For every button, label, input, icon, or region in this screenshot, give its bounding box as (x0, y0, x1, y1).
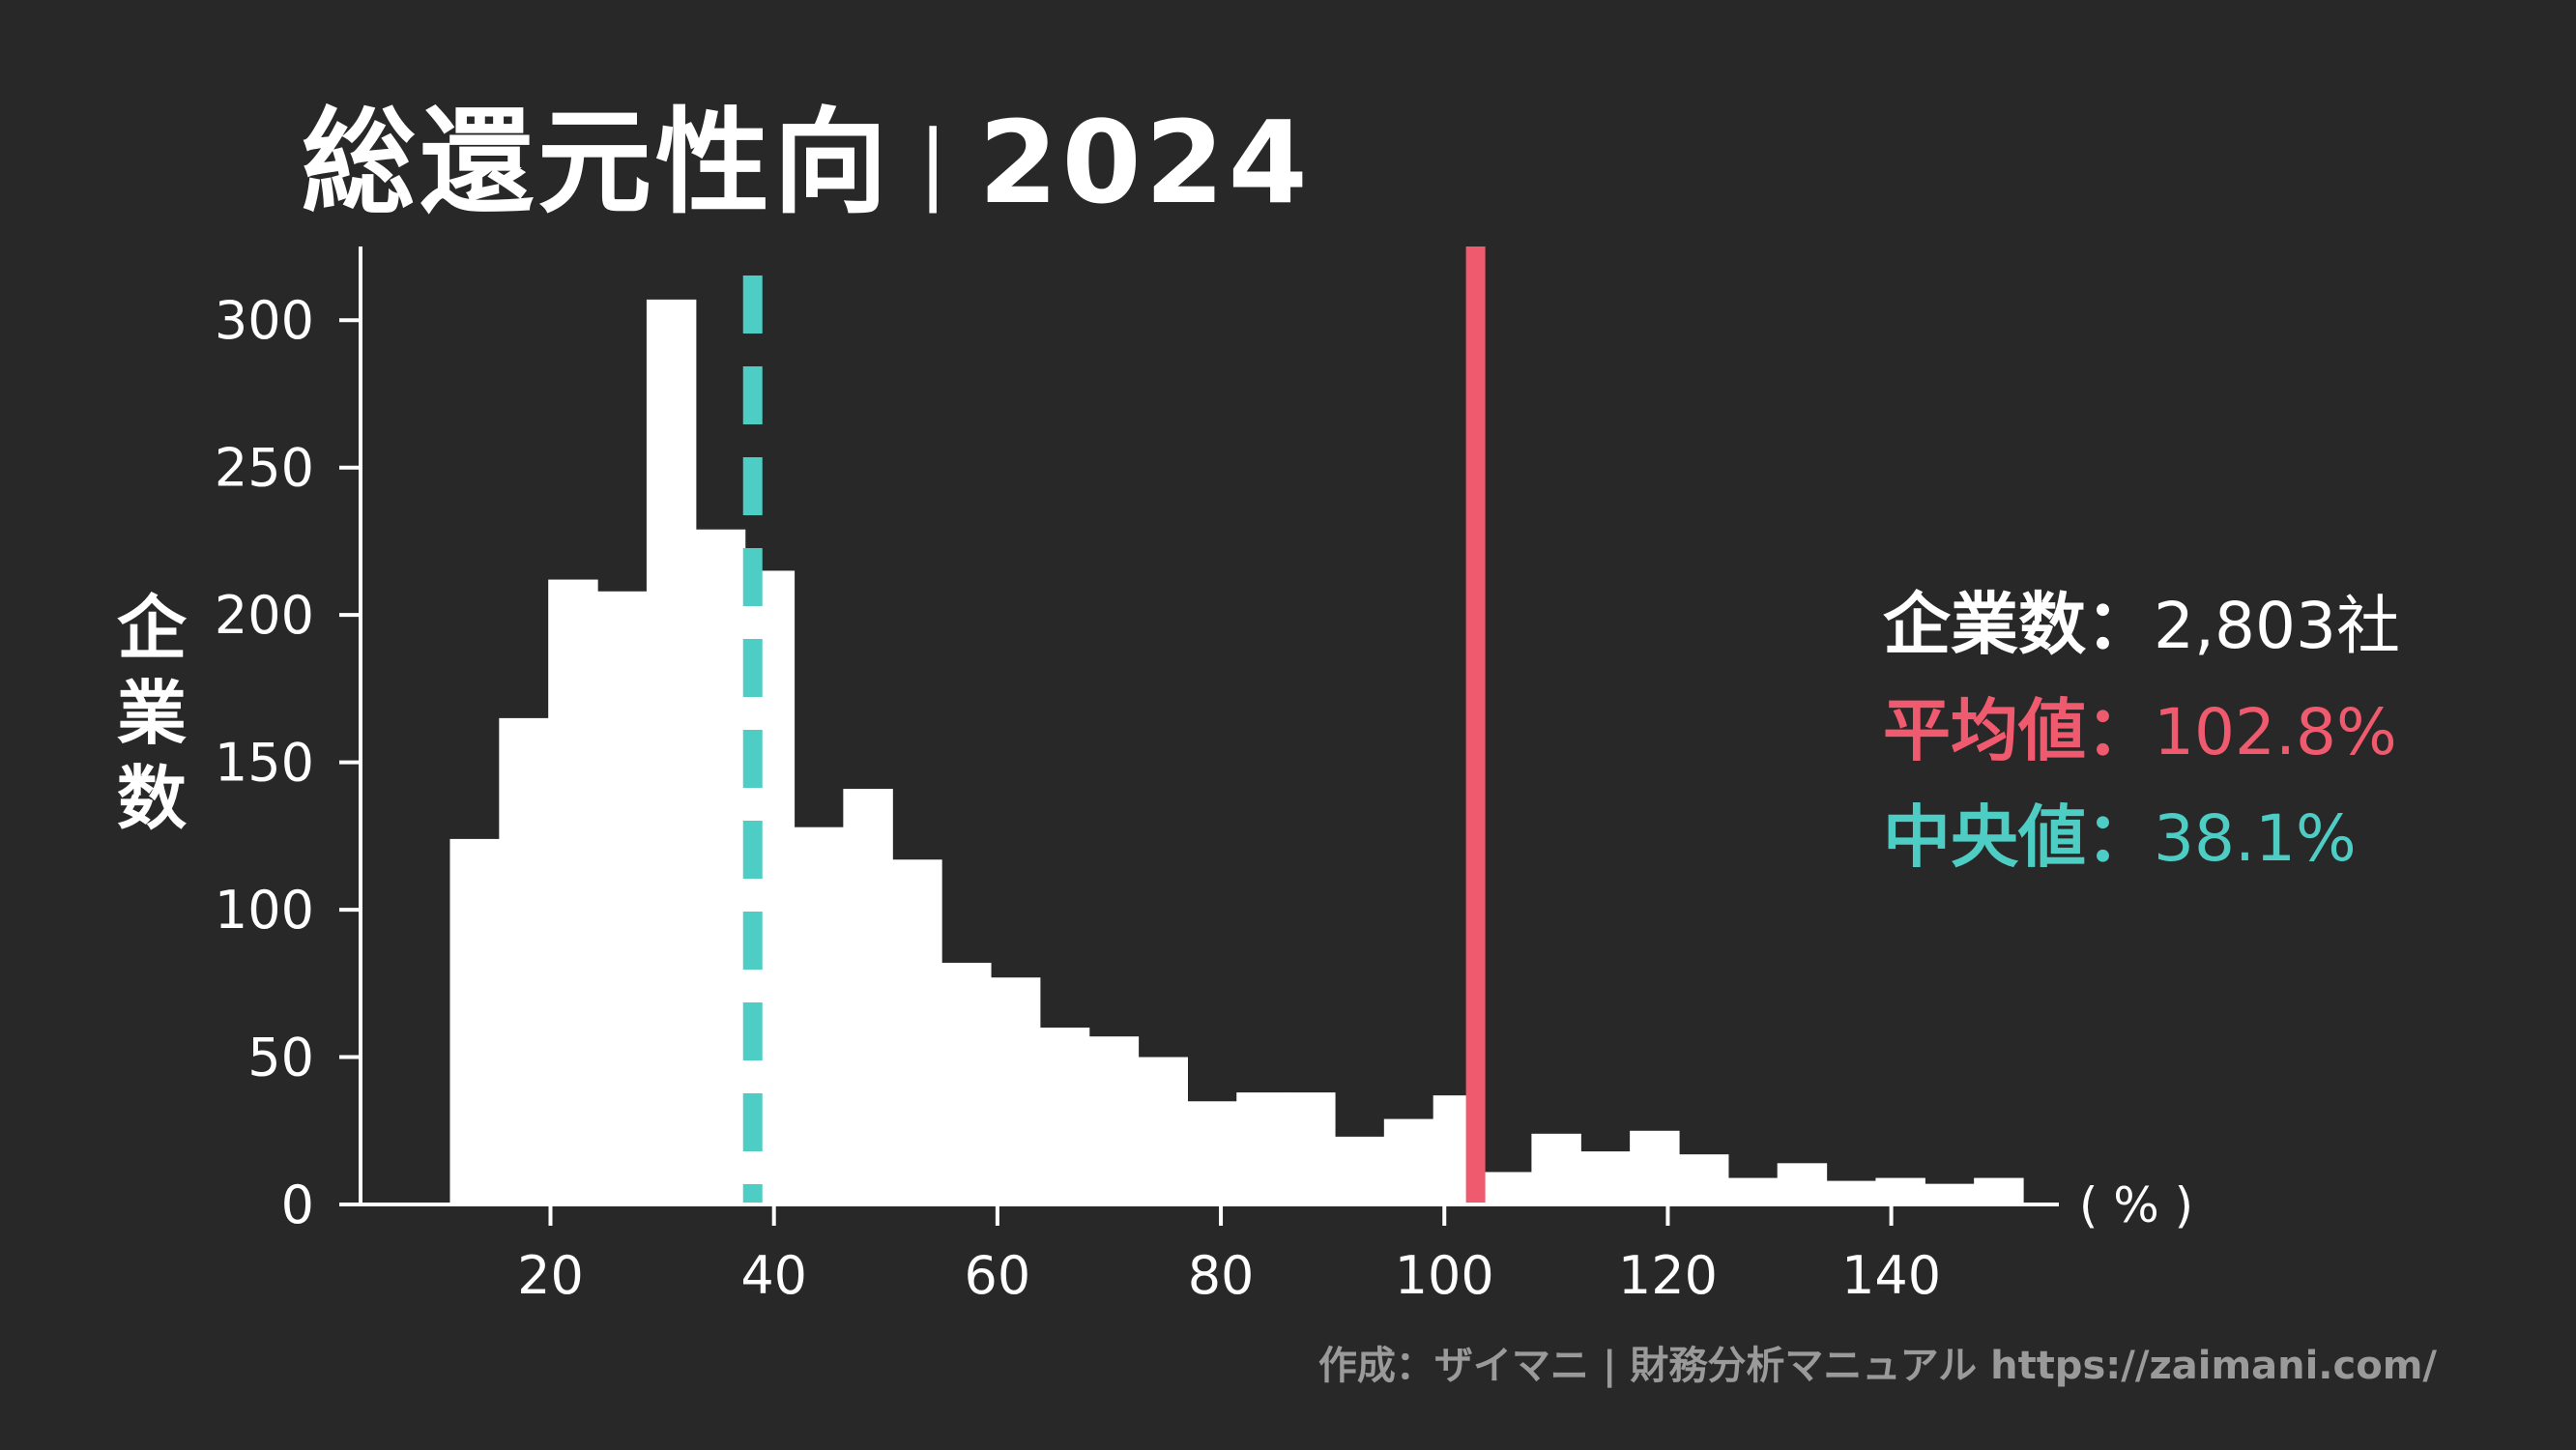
histogram-bar (597, 591, 648, 1204)
credit-text: 作成：ザイマニ | 財務分析マニュアル https://zaimani.com/ (1317, 1344, 2437, 1388)
count-value: 2,803社 (2154, 589, 2400, 663)
y-axis-label: 企業数 (108, 586, 195, 841)
median-value: 38.1% (2154, 801, 2357, 876)
x-tick-label: 140 (1841, 1245, 1941, 1306)
histogram-bar (449, 838, 500, 1204)
title-separator: | (918, 112, 952, 214)
histogram-bar (1826, 1180, 1877, 1204)
y-axis-label-char: 数 (116, 758, 187, 839)
count-label: 企業数： (1883, 585, 2154, 664)
y-tick-label: 300 (215, 290, 314, 351)
histogram-bar (1039, 1028, 1090, 1204)
y-axis-label-char: 企 (116, 588, 187, 669)
histogram-bar (499, 717, 549, 1204)
y-tick-label: 0 (281, 1174, 314, 1235)
histogram-bar (1727, 1177, 1779, 1204)
x-tick-label: 60 (965, 1245, 1031, 1306)
median-label: 中央値： (1883, 798, 2154, 877)
histogram-bar (1383, 1118, 1434, 1204)
mean-row: 平均値：102.8% (1883, 679, 2400, 785)
page-title: 総還元性向 | 2024 (302, 70, 1312, 235)
histogram-bar (1875, 1177, 1925, 1204)
histogram-bar (646, 299, 697, 1205)
histogram-bar (1580, 1151, 1631, 1204)
y-tick-label: 150 (215, 733, 314, 794)
histogram-bar (1286, 1092, 1336, 1204)
histogram-bar (1630, 1130, 1680, 1204)
histogram-bar (1925, 1183, 1975, 1204)
histogram-bar (1088, 1036, 1140, 1204)
mean-label: 平均値： (1883, 691, 2154, 770)
median-row: 中央値：38.1% (1883, 785, 2400, 891)
title-text: 総還元性向 (302, 96, 892, 229)
stats-panel: 企業数：2,803社 平均値：102.8% 中央値：38.1% (1883, 572, 2400, 891)
histogram-bar (794, 826, 844, 1204)
histogram-bar (892, 859, 942, 1204)
histogram-bar (548, 579, 598, 1204)
y-tick-label: 200 (215, 585, 314, 646)
histogram-bar (941, 962, 992, 1204)
x-tick-label: 80 (1188, 1245, 1255, 1306)
histogram-bar (1236, 1092, 1287, 1204)
x-axis-unit: ( % ) (2079, 1177, 2193, 1233)
y-axis-label-char: 業 (116, 673, 187, 754)
histogram-bar (990, 977, 1041, 1204)
mean-value: 102.8% (2154, 695, 2397, 769)
y-tick-label: 50 (247, 1028, 314, 1088)
histogram-bar (1974, 1177, 2024, 1204)
histogram-bar (843, 789, 893, 1204)
histogram-bar (1138, 1057, 1188, 1204)
y-tick-label: 250 (215, 438, 314, 499)
histogram-bar (1482, 1172, 1533, 1204)
x-tick-label: 20 (517, 1245, 584, 1306)
histogram-bar (1531, 1133, 1581, 1204)
histogram-bar (1777, 1163, 1828, 1204)
histogram-bar (1187, 1101, 1237, 1204)
histogram-bar (1678, 1154, 1729, 1204)
histogram-bar (695, 529, 746, 1204)
x-tick-label: 100 (1395, 1245, 1494, 1306)
count-row: 企業数：2,803社 (1883, 572, 2400, 679)
x-tick-label: 40 (740, 1245, 807, 1306)
y-tick-label: 100 (215, 880, 314, 941)
histogram-bar (1334, 1136, 1385, 1204)
title-year: 2024 (978, 96, 1312, 229)
x-tick-label: 120 (1618, 1245, 1718, 1306)
